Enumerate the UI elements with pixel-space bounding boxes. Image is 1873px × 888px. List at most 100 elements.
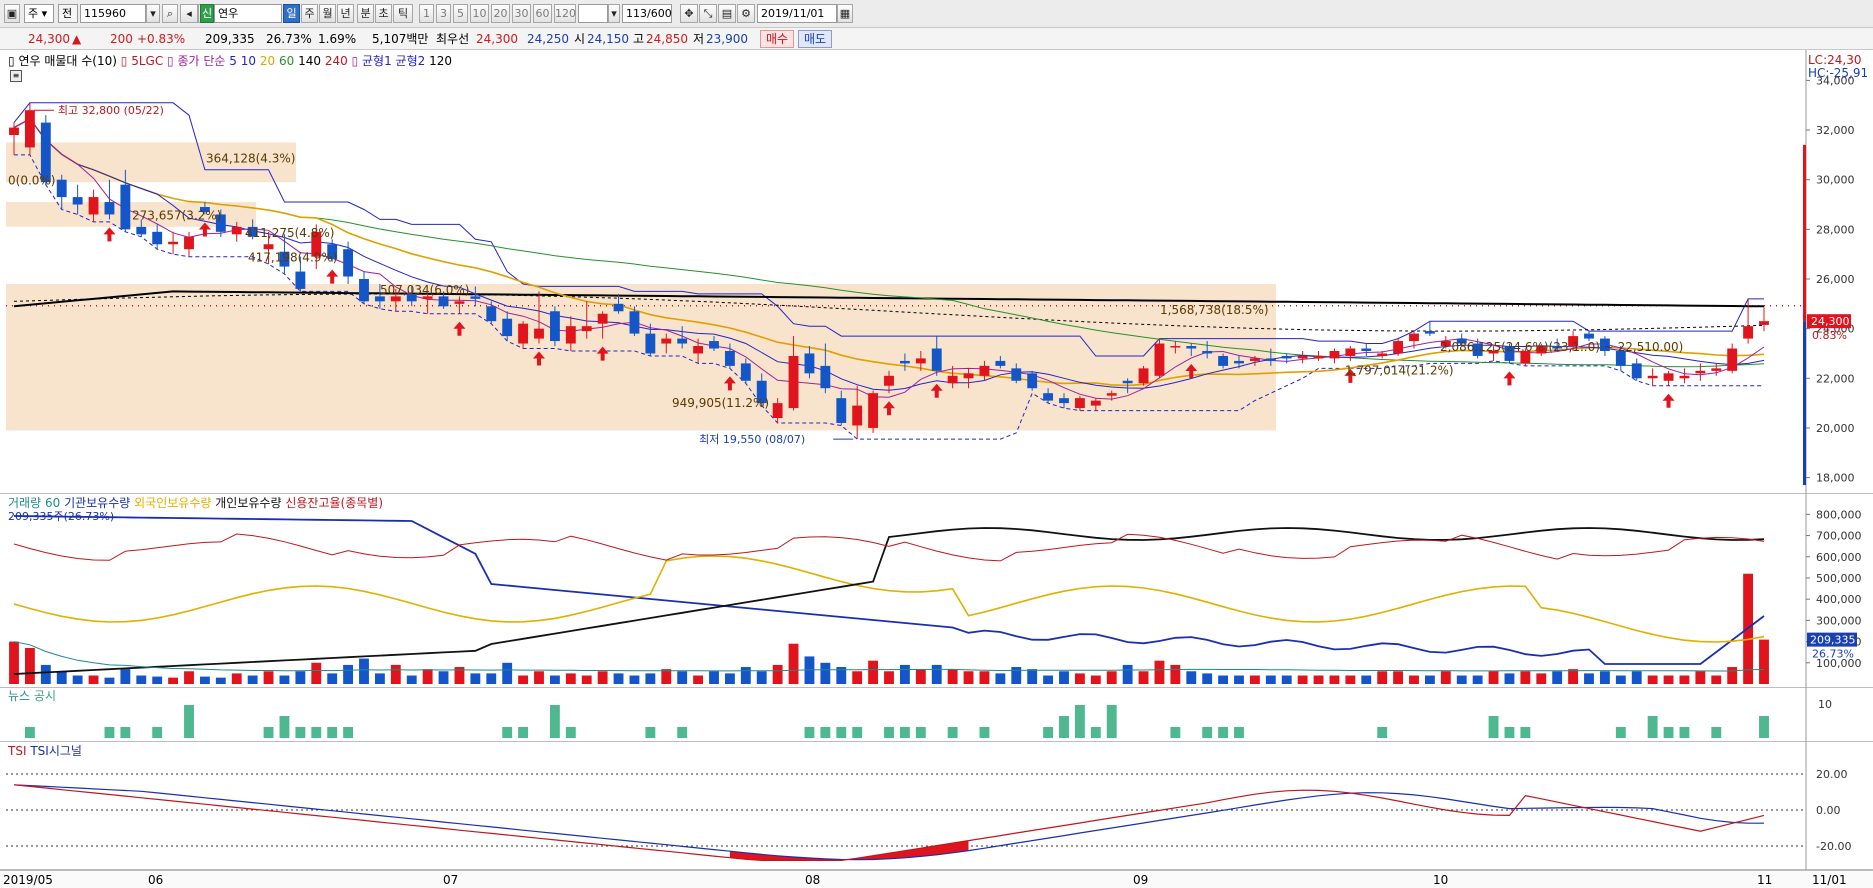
volume-bar bbox=[518, 675, 529, 684]
price-chart[interactable]: 18,00020,00022,00024,00026,00028,00030,0… bbox=[0, 50, 1873, 494]
volume-bar bbox=[24, 647, 35, 684]
volume-bar bbox=[247, 675, 258, 684]
calendar-icon[interactable]: ▦ bbox=[837, 4, 853, 23]
news-bar bbox=[1647, 716, 1658, 738]
search-icon[interactable]: ⌕ bbox=[162, 4, 178, 23]
price-panel[interactable]: 18,000 20,000 22,000 24,000 26,000 28,000 30,0… bbox=[0, 50, 1873, 494]
save-icon[interactable]: ▤ bbox=[718, 4, 736, 23]
prev-label: 전 bbox=[58, 4, 78, 23]
volume-bar bbox=[1090, 675, 1101, 684]
volume-bar bbox=[1393, 671, 1404, 684]
credit-badge: 신 bbox=[200, 4, 214, 23]
candle-body bbox=[1711, 368, 1722, 371]
volume-bar bbox=[1584, 673, 1594, 684]
candle-body bbox=[390, 296, 401, 302]
window-menu-icon[interactable]: ▣ bbox=[4, 4, 20, 23]
zoom-icon[interactable]: ⤡ bbox=[699, 4, 717, 23]
legend-bal-icon: ▯ bbox=[351, 54, 359, 68]
period-select[interactable]: 주 ▾ bbox=[24, 4, 54, 23]
custom-interval-input[interactable] bbox=[578, 4, 608, 23]
volume-bar bbox=[820, 662, 831, 684]
interval-20[interactable]: 20 bbox=[491, 4, 510, 23]
volume-tick-label: 300,000 bbox=[1816, 614, 1862, 627]
interval-3[interactable]: 3 bbox=[436, 4, 451, 23]
candle-body bbox=[1472, 343, 1483, 356]
tsi-chart[interactable]: 20.00 0.00 -20.00 bbox=[0, 742, 1873, 870]
settings-gear-icon[interactable]: ⚙ bbox=[737, 4, 755, 23]
news-chart[interactable]: 10 bbox=[0, 688, 1873, 742]
volume-bar bbox=[1313, 675, 1324, 684]
range-bar-up bbox=[1803, 144, 1806, 322]
code-dropdown-icon[interactable]: ▾ bbox=[146, 4, 160, 23]
tsi-tick-label: 0.00 bbox=[1816, 804, 1841, 817]
candle-body bbox=[470, 296, 481, 299]
volume-bar bbox=[406, 675, 417, 684]
spin-down-icon[interactable]: ▾ bbox=[608, 4, 620, 23]
crosshair-icon[interactable]: ✥ bbox=[680, 4, 698, 23]
volume-bar bbox=[1759, 639, 1769, 684]
stock-code-input[interactable]: 115960 bbox=[80, 4, 146, 23]
tab-second[interactable]: 초 bbox=[375, 4, 392, 23]
high-label: 고 bbox=[633, 32, 645, 46]
news-bar bbox=[152, 727, 163, 738]
tsi-panel[interactable]: 20.00 0.00 -20.00 TSI TSI시그널 bbox=[0, 742, 1873, 870]
interval-120[interactable]: 120 bbox=[554, 4, 576, 23]
panel-options-icon[interactable]: ≡ bbox=[10, 70, 22, 82]
candle-body bbox=[756, 380, 767, 404]
tab-daily[interactable]: 일 bbox=[283, 4, 300, 23]
profile-label: 949,905(11.2%) bbox=[672, 396, 769, 410]
candle-body bbox=[565, 326, 576, 344]
interval-5[interactable]: 5 bbox=[453, 4, 468, 23]
news-bar bbox=[645, 727, 656, 738]
best-buy-price: 24,250 bbox=[527, 32, 569, 46]
candle-body bbox=[1743, 326, 1754, 339]
news-bar bbox=[1759, 716, 1769, 738]
news-bar bbox=[1234, 727, 1244, 738]
tab-monthly[interactable]: 월 bbox=[319, 4, 336, 23]
date-field[interactable]: 2019/11/01 bbox=[757, 4, 837, 23]
sell-button[interactable]: 매도 bbox=[798, 30, 832, 48]
volume-bar bbox=[915, 669, 926, 684]
candle-body bbox=[1536, 346, 1547, 354]
profile-label: 1,568,738(18.5%) bbox=[1160, 303, 1269, 317]
volume-pct-tag: 26.73% bbox=[1812, 648, 1854, 661]
volume-bar bbox=[1265, 675, 1276, 684]
legend-balance-2: 균형2 bbox=[395, 54, 426, 68]
volume-bar bbox=[1154, 660, 1165, 684]
volume-panel[interactable]: 100,000200,000300,000400,000500,000600,0… bbox=[0, 494, 1873, 688]
tab-tick[interactable]: 틱 bbox=[393, 4, 413, 23]
tab-yearly[interactable]: 년 bbox=[337, 4, 354, 23]
volume-bar bbox=[836, 667, 847, 684]
volume-bar bbox=[1234, 675, 1244, 684]
tab-weekly[interactable]: 주 bbox=[301, 4, 318, 23]
candle-body bbox=[263, 244, 274, 250]
buy-signal-arrow-icon bbox=[930, 383, 943, 398]
tsi-legend: TSI TSI시그널 bbox=[8, 744, 82, 758]
pct-tag: 0.83% bbox=[1812, 329, 1847, 342]
candle-body bbox=[1138, 368, 1149, 384]
volume-tick-label: 500,000 bbox=[1816, 572, 1862, 585]
speaker-icon[interactable]: ◂ bbox=[180, 4, 198, 23]
bar-count-field[interactable]: 113/600 bbox=[622, 4, 672, 23]
interval-60[interactable]: 60 bbox=[533, 4, 552, 23]
low-note: 최저 19,550 (08/07) bbox=[699, 433, 805, 446]
interval-10[interactable]: 10 bbox=[470, 4, 489, 23]
volume-bar bbox=[1138, 671, 1149, 684]
interval-30[interactable]: 30 bbox=[512, 4, 531, 23]
tab-minute[interactable]: 분 bbox=[357, 4, 374, 23]
ma-5-line bbox=[13, 118, 1765, 400]
volume-bar bbox=[1552, 671, 1563, 684]
volume-bar bbox=[581, 675, 592, 684]
legend-disclosure: 공시 bbox=[33, 689, 57, 703]
candle-body bbox=[788, 355, 799, 409]
interval-1[interactable]: 1 bbox=[419, 4, 434, 23]
quote-bar bbox=[0, 28, 1873, 50]
news-bar bbox=[1488, 716, 1499, 738]
volume-bar bbox=[120, 669, 131, 684]
volume-bar bbox=[88, 675, 99, 684]
buy-button[interactable]: 매수 bbox=[760, 30, 794, 48]
news-panel[interactable]: 10 뉴스 공시 bbox=[0, 688, 1873, 742]
x-label-09: 09 bbox=[1133, 873, 1149, 887]
candle-body bbox=[1043, 393, 1054, 401]
volume-chart[interactable]: 100,000200,000300,000400,000500,000600,0… bbox=[0, 494, 1873, 688]
